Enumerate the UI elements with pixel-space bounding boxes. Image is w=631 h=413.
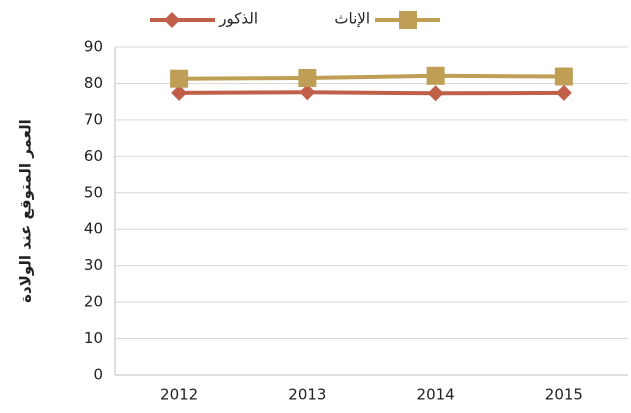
y-tick-label: 0: [93, 366, 103, 384]
marker: [426, 66, 445, 85]
x-tick-label: 2012: [160, 386, 198, 404]
marker: [164, 12, 180, 28]
marker: [170, 69, 189, 88]
y-tick-label: 50: [84, 183, 103, 201]
y-axis-label: العمر المتوقع عند الولادة: [17, 119, 35, 303]
x-tick-label: 2014: [417, 386, 455, 404]
y-tick-label: 80: [84, 74, 103, 92]
marker: [554, 67, 573, 86]
y-tick-label: 60: [84, 147, 103, 165]
marker: [427, 85, 444, 102]
legend-label: الإناث: [334, 10, 370, 28]
line: [179, 73, 564, 81]
marker: [298, 68, 317, 87]
marker: [555, 84, 572, 101]
line: [179, 90, 564, 96]
marker: [399, 11, 417, 29]
y-tick-label: 10: [84, 329, 103, 347]
x-tick-label: 2015: [545, 386, 583, 404]
y-tick-label: 30: [84, 256, 103, 274]
y-tick-label: 90: [84, 38, 103, 56]
marker: [171, 84, 188, 101]
legend-label: الذكور: [218, 10, 258, 28]
x-tick-label: 2013: [288, 386, 326, 404]
marker: [299, 84, 316, 101]
y-tick-label: 70: [84, 110, 103, 128]
y-tick-label: 20: [84, 293, 103, 311]
y-tick-label: 40: [84, 220, 103, 238]
